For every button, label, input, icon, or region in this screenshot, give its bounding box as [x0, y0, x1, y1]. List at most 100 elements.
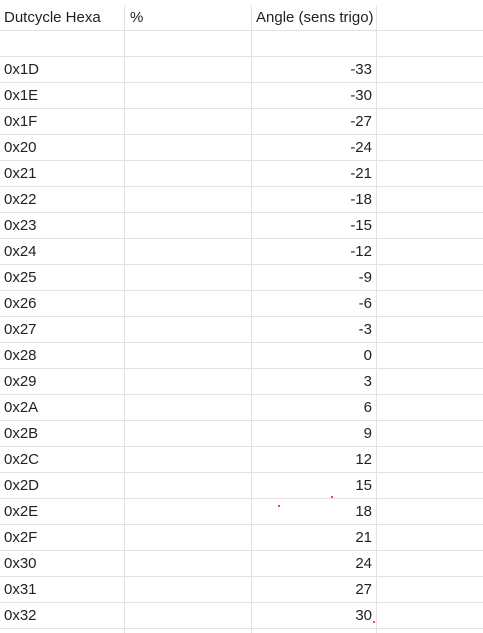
cell-dutcycle-hex[interactable]: 0x1E — [0, 83, 125, 108]
cell-angle[interactable]: -12 — [252, 239, 377, 264]
cell-percent[interactable] — [125, 135, 252, 160]
cell-angle[interactable]: -30 — [252, 83, 377, 108]
cell-dutcycle-hex[interactable]: 0x2E — [0, 499, 125, 524]
cell-angle[interactable]: -21 — [252, 161, 377, 186]
cell-empty[interactable] — [252, 31, 377, 56]
cell-percent[interactable] — [125, 213, 252, 238]
cell-empty[interactable] — [377, 83, 483, 108]
cell-empty[interactable] — [377, 317, 483, 342]
cell-dutcycle-hex[interactable]: 0x28 — [0, 343, 125, 368]
cell-empty[interactable] — [377, 447, 483, 472]
cell-percent[interactable] — [125, 395, 252, 420]
cell-empty[interactable] — [377, 499, 483, 524]
cell-dutcycle-hex[interactable]: 0x22 — [0, 187, 125, 212]
cell-empty[interactable] — [377, 135, 483, 160]
cell-percent[interactable] — [125, 421, 252, 446]
cell-dutcycle-hex[interactable]: 0x2D — [0, 473, 125, 498]
cell-dutcycle-hex[interactable]: 0x29 — [0, 369, 125, 394]
cell-angle[interactable]: 27 — [252, 577, 377, 602]
cell-empty[interactable] — [377, 57, 483, 82]
cell-empty[interactable] — [377, 31, 483, 56]
cell-percent[interactable] — [125, 551, 252, 576]
cell-empty[interactable] — [377, 369, 483, 394]
cell-empty[interactable] — [125, 31, 252, 56]
cell-empty[interactable] — [377, 109, 483, 134]
cell-empty[interactable] — [377, 525, 483, 550]
cell-percent[interactable] — [125, 577, 252, 602]
cell-percent[interactable] — [125, 109, 252, 134]
cell-dutcycle-hex[interactable]: 0x27 — [0, 317, 125, 342]
cell-dutcycle-hex[interactable]: 0x31 — [0, 577, 125, 602]
cell-angle[interactable]: 9 — [252, 421, 377, 446]
cell-empty[interactable] — [377, 577, 483, 602]
cell-percent[interactable] — [125, 239, 252, 264]
cell-dutcycle-hex[interactable]: 0x2A — [0, 395, 125, 420]
cell-dutcycle-hex[interactable]: 0x32 — [0, 603, 125, 628]
cell-angle[interactable]: 18 — [252, 499, 377, 524]
cell-angle[interactable]: 24 — [252, 551, 377, 576]
table-row: 0x21 -21 — [0, 161, 483, 187]
cell-percent[interactable] — [125, 525, 252, 550]
cell-angle[interactable]: -33 — [252, 57, 377, 82]
cell-dutcycle-hex[interactable]: 0x1F — [0, 109, 125, 134]
cell-empty[interactable] — [377, 265, 483, 290]
cell-percent[interactable] — [125, 265, 252, 290]
cell-dutcycle-hex[interactable]: 0x25 — [0, 265, 125, 290]
cell-empty[interactable] — [377, 343, 483, 368]
cell-percent[interactable] — [125, 473, 252, 498]
header-cell-empty[interactable] — [377, 5, 483, 30]
cell-angle[interactable]: 6 — [252, 395, 377, 420]
cell-angle[interactable]: -15 — [252, 213, 377, 238]
header-cell-angle[interactable]: Angle (sens trigo) — [252, 5, 377, 30]
cell-angle[interactable]: 0 — [252, 343, 377, 368]
cell-angle[interactable]: 15 — [252, 473, 377, 498]
cell-percent[interactable] — [125, 57, 252, 82]
cell-empty[interactable] — [377, 551, 483, 576]
cell-angle[interactable]: -27 — [252, 109, 377, 134]
cell-percent[interactable] — [125, 83, 252, 108]
table-row: 0x28 0 — [0, 343, 483, 369]
cell-empty[interactable] — [377, 161, 483, 186]
partial-row — [0, 629, 483, 633]
cell-percent[interactable] — [125, 291, 252, 316]
cell-angle[interactable]: 30 — [252, 603, 377, 628]
cell-dutcycle-hex[interactable]: 0x1D — [0, 57, 125, 82]
cell-percent[interactable] — [125, 603, 252, 628]
cell-empty[interactable] — [0, 31, 125, 56]
cell-percent[interactable] — [125, 343, 252, 368]
cell-empty[interactable] — [377, 213, 483, 238]
cell-percent[interactable] — [125, 447, 252, 472]
cell-angle[interactable]: -18 — [252, 187, 377, 212]
cell-empty[interactable] — [377, 603, 483, 628]
cell-percent[interactable] — [125, 499, 252, 524]
cell-dutcycle-hex[interactable]: 0x2B — [0, 421, 125, 446]
cell-angle[interactable]: -6 — [252, 291, 377, 316]
cell-empty[interactable] — [377, 395, 483, 420]
cell-dutcycle-hex[interactable]: 0x21 — [0, 161, 125, 186]
header-cell-dutcycle-hexa[interactable]: Dutcycle Hexa — [0, 5, 125, 30]
cell-dutcycle-hex[interactable]: 0x23 — [0, 213, 125, 238]
cell-angle[interactable]: 21 — [252, 525, 377, 550]
cell-percent[interactable] — [125, 161, 252, 186]
cell-empty[interactable] — [377, 239, 483, 264]
cell-angle[interactable]: -24 — [252, 135, 377, 160]
cell-angle[interactable]: 12 — [252, 447, 377, 472]
cell-empty[interactable] — [377, 187, 483, 212]
cell-percent[interactable] — [125, 317, 252, 342]
cell-angle[interactable]: -3 — [252, 317, 377, 342]
cell-dutcycle-hex[interactable]: 0x26 — [0, 291, 125, 316]
cell-dutcycle-hex[interactable]: 0x2C — [0, 447, 125, 472]
cell-percent[interactable] — [125, 187, 252, 212]
cell-empty[interactable] — [377, 421, 483, 446]
cell-angle[interactable]: -9 — [252, 265, 377, 290]
cell-angle[interactable]: 3 — [252, 369, 377, 394]
cell-empty[interactable] — [377, 291, 483, 316]
cell-percent[interactable] — [125, 369, 252, 394]
cell-dutcycle-hex[interactable]: 0x24 — [0, 239, 125, 264]
table-row: 0x32 30 — [0, 603, 483, 629]
header-cell-percent[interactable]: % — [125, 5, 252, 30]
cell-empty[interactable] — [377, 473, 483, 498]
cell-dutcycle-hex[interactable]: 0x30 — [0, 551, 125, 576]
cell-dutcycle-hex[interactable]: 0x20 — [0, 135, 125, 160]
cell-dutcycle-hex[interactable]: 0x2F — [0, 525, 125, 550]
